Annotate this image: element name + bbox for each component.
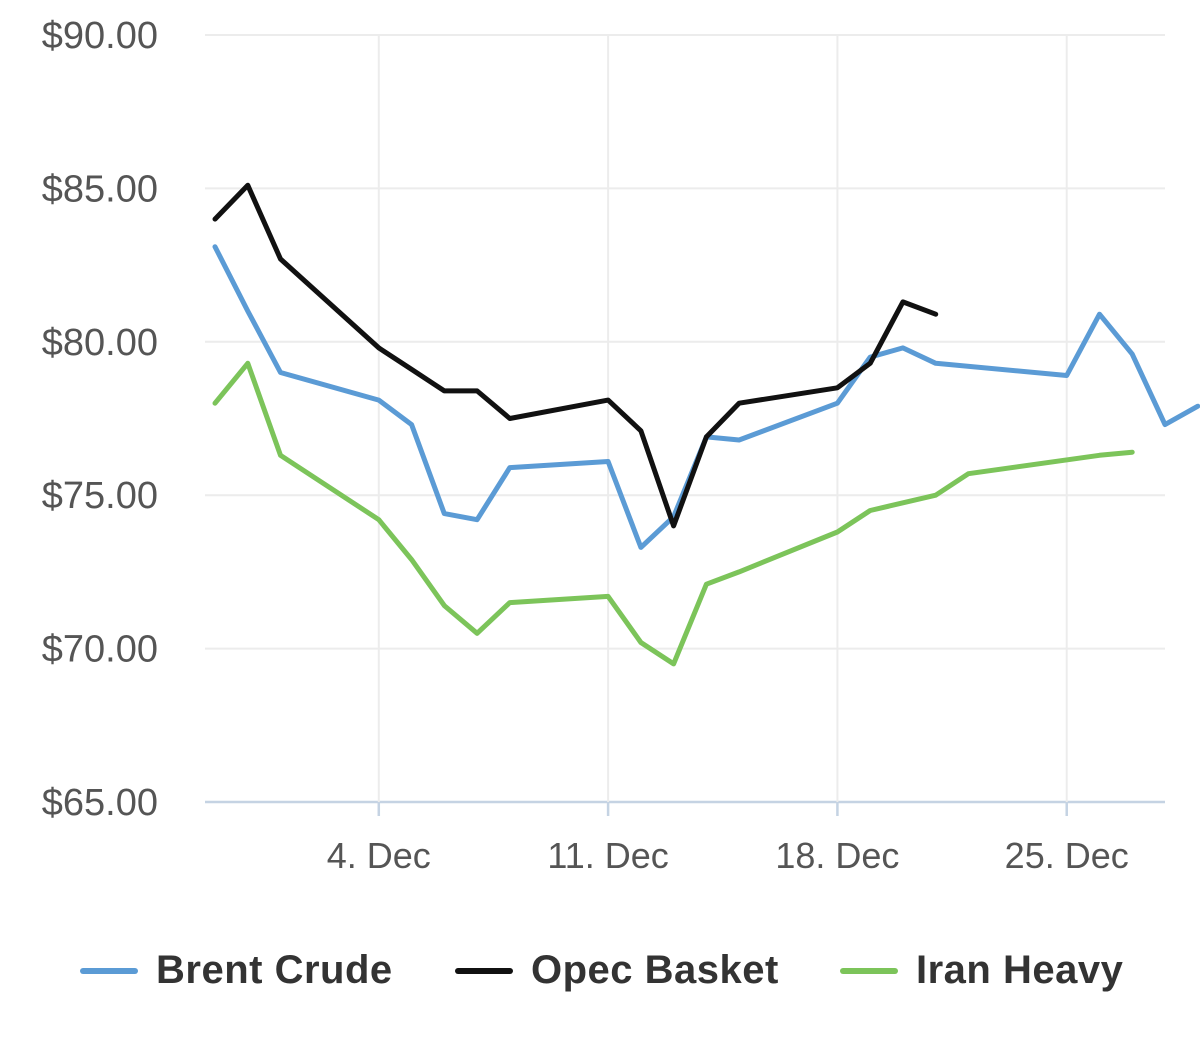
data-point-iran-heavy[interactable]: [704, 582, 708, 586]
legend-item-opec-basket[interactable]: Opec Basket: [455, 948, 779, 993]
data-point-iran-heavy[interactable]: [639, 641, 643, 644]
data-point-brent-crude[interactable]: [410, 423, 414, 427]
data-point-iran-heavy[interactable]: [672, 662, 676, 666]
data-point-opec-basket[interactable]: [606, 398, 610, 402]
data-point-opec-basket[interactable]: [475, 389, 479, 393]
data-point-brent-crude[interactable]: [246, 309, 250, 313]
y-axis-labels: $90.00 $85.00 $80.00 $75.00 $70.00 $65.00: [42, 15, 158, 824]
data-point-iran-heavy[interactable]: [606, 594, 610, 598]
data-point-brent-crude[interactable]: [279, 371, 282, 374]
data-point-brent-crude[interactable]: [606, 460, 610, 463]
data-point-opec-basket[interactable]: [377, 346, 381, 350]
legend-label: Brent Crude: [156, 948, 393, 992]
data-point-opec-basket[interactable]: [901, 300, 905, 304]
data-point-opec-basket[interactable]: [410, 367, 414, 371]
x-tick-label: 11. Dec: [547, 835, 668, 876]
data-point-iran-heavy[interactable]: [835, 530, 839, 534]
data-point-iran-heavy[interactable]: [1130, 450, 1134, 454]
data-point-iran-heavy[interactable]: [868, 509, 872, 512]
data-point-iran-heavy[interactable]: [410, 558, 414, 562]
y-tick-label: $75.00: [42, 475, 158, 517]
legend-swatch-opec-basket: [455, 967, 513, 974]
data-point-iran-heavy[interactable]: [737, 570, 741, 574]
data-point-opec-basket[interactable]: [868, 361, 872, 365]
data-point-opec-basket[interactable]: [704, 435, 708, 439]
data-point-opec-basket[interactable]: [835, 386, 839, 390]
data-point-brent-crude[interactable]: [475, 518, 479, 522]
data-point-iran-heavy[interactable]: [377, 518, 381, 522]
legend-swatch-brent-crude: [80, 967, 138, 974]
data-point-brent-crude[interactable]: [377, 398, 381, 402]
data-point-brent-crude[interactable]: [1098, 312, 1101, 316]
y-tick-label: $90.00: [42, 15, 158, 57]
x-axis-labels: 4. Dec 11. Dec 18. Dec 25. Dec: [327, 835, 1129, 876]
data-point-opec-basket[interactable]: [672, 524, 676, 528]
data-point-brent-crude[interactable]: [213, 245, 217, 249]
data-point-iran-heavy[interactable]: [508, 601, 512, 605]
series-line-brent-crude: [212, 244, 1200, 550]
data-point-opec-basket[interactable]: [508, 417, 512, 420]
data-point-iran-heavy[interactable]: [1098, 453, 1101, 457]
data-point-opec-basket[interactable]: [934, 312, 938, 316]
y-tick-label: $85.00: [42, 168, 158, 210]
data-point-brent-crude[interactable]: [1130, 352, 1134, 356]
data-point-iran-heavy[interactable]: [246, 361, 250, 365]
x-tick-label: 4. Dec: [327, 835, 431, 876]
data-point-brent-crude[interactable]: [835, 401, 839, 405]
y-tick-label: $80.00: [42, 322, 158, 364]
series-lines: [212, 182, 1200, 667]
series-line-opec-basket: [212, 182, 939, 529]
data-point-brent-crude[interactable]: [1196, 404, 1200, 408]
data-point-opec-basket[interactable]: [213, 217, 217, 221]
data-point-brent-crude[interactable]: [934, 361, 938, 365]
data-point-brent-crude[interactable]: [1065, 374, 1069, 377]
legend-swatch-iran-heavy: [840, 967, 898, 974]
data-point-iran-heavy[interactable]: [966, 472, 970, 476]
data-point-iran-heavy[interactable]: [475, 631, 479, 635]
y-tick-label: $65.00: [42, 782, 158, 824]
legend-item-iran-heavy[interactable]: Iran Heavy: [840, 948, 1123, 993]
data-point-brent-crude[interactable]: [901, 346, 905, 350]
x-tick-label: 25. Dec: [1005, 835, 1129, 876]
chart-legend: Brent Crude Opec Basket Iran Heavy: [0, 930, 1200, 1010]
data-point-iran-heavy[interactable]: [213, 401, 217, 405]
data-point-iran-heavy[interactable]: [934, 493, 938, 497]
data-point-brent-crude[interactable]: [442, 512, 446, 516]
line-chart: $90.00 $85.00 $80.00 $75.00 $70.00 $65.00 4. …: [42, 15, 1200, 876]
legend-label: Opec Basket: [531, 948, 779, 992]
data-point-brent-crude[interactable]: [639, 545, 643, 549]
data-point-opec-basket[interactable]: [639, 429, 643, 433]
legend-item-brent-crude[interactable]: Brent Crude: [80, 948, 393, 993]
data-point-brent-crude[interactable]: [737, 438, 741, 442]
data-point-iran-heavy[interactable]: [442, 604, 446, 608]
data-point-opec-basket[interactable]: [442, 389, 446, 393]
data-point-opec-basket[interactable]: [737, 401, 741, 405]
grid-lines: [205, 34, 1165, 816]
data-point-opec-basket[interactable]: [246, 183, 250, 187]
data-point-brent-crude[interactable]: [508, 466, 512, 470]
data-point-iran-heavy[interactable]: [279, 453, 282, 457]
data-point-brent-crude[interactable]: [1163, 423, 1167, 427]
y-tick-label: $70.00: [42, 629, 158, 671]
legend-label: Iran Heavy: [916, 948, 1124, 992]
x-tick-label: 18. Dec: [775, 835, 899, 876]
data-point-opec-basket[interactable]: [279, 257, 282, 261]
